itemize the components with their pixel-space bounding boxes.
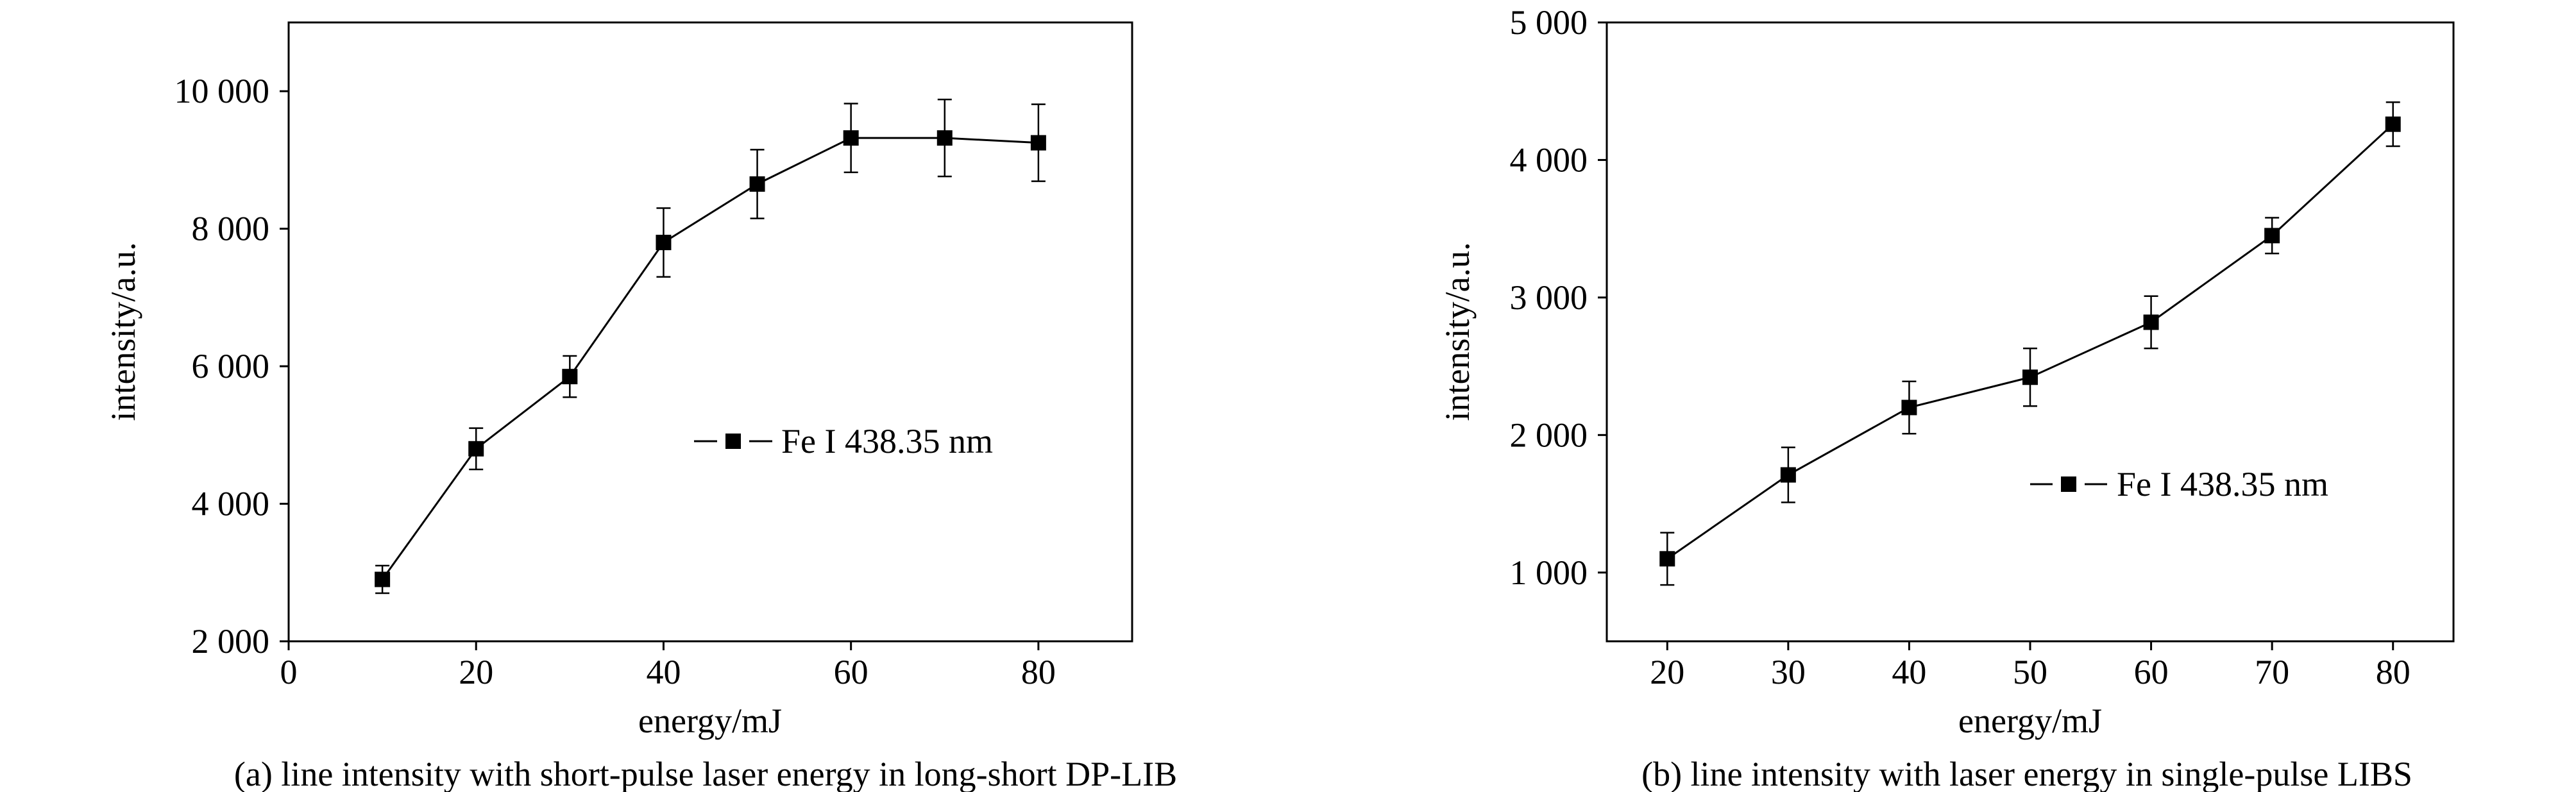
data-point — [843, 130, 859, 146]
y-tick-label: 8 000 — [192, 210, 270, 248]
data-point — [2264, 228, 2280, 244]
y-axis-ticks-b: 1 000 2 000 3 000 4 000 5 000 — [1510, 3, 1607, 592]
x-tick-label: 20 — [1650, 653, 1684, 691]
legend-marker-a — [725, 434, 741, 449]
data-point — [1780, 467, 1796, 483]
data-point — [2143, 314, 2159, 330]
x-tick-label: 60 — [2134, 653, 2169, 691]
caption-a: (a) line intensity with short-pulse lase… — [234, 755, 1177, 792]
x-tick-label: 50 — [2013, 653, 2047, 691]
plot-frame-a — [287, 21, 1133, 643]
y-axis-label-b: intensity/a.u. — [1438, 242, 1477, 421]
x-axis-label-a: energy/mJ — [638, 702, 782, 740]
legend-label-b: Fe I 438.35 nm — [2117, 465, 2328, 503]
y-tick-label: 6 000 — [192, 347, 270, 385]
data-point — [656, 235, 672, 251]
y-tick-label: 2 000 — [1510, 416, 1588, 454]
data-point — [1030, 135, 1046, 151]
y-tick-label: 3 000 — [1510, 278, 1588, 317]
data-point — [1901, 400, 1917, 416]
data-point — [1659, 551, 1675, 567]
y-tick-label: 2 000 — [192, 622, 270, 661]
x-axis-ticks-a: 0 20 40 60 80 — [280, 641, 1056, 691]
legend-label-a: Fe I 438.35 nm — [781, 422, 993, 460]
data-point — [468, 441, 484, 457]
chart-a: 0 20 40 60 80 2 000 4 000 6 000 8 000 10 000 ene… — [104, 21, 1177, 792]
x-tick-label: 70 — [2255, 653, 2289, 691]
y-axis-ticks-a: 2 000 4 000 6 000 8 000 10 000 — [174, 72, 289, 661]
legend-b: Fe I 438.35 nm — [2030, 465, 2328, 503]
x-tick-label: 20 — [459, 653, 493, 691]
legend-a: Fe I 438.35 nm — [694, 422, 993, 460]
data-point — [375, 571, 391, 587]
data-point — [936, 130, 953, 146]
series-layer-b — [1659, 101, 2401, 586]
x-tick-label: 80 — [1021, 653, 1056, 691]
y-tick-label: 4 000 — [1510, 140, 1588, 179]
caption-b: (b) line intensity with laser energy in … — [1641, 755, 2412, 792]
x-tick-label: 60 — [834, 653, 869, 691]
plot-frame-b — [1606, 21, 2455, 643]
y-tick-label: 4 000 — [192, 485, 270, 523]
x-axis-label-b: energy/mJ — [1958, 702, 2102, 740]
y-tick-label: 1 000 — [1510, 553, 1588, 592]
x-tick-label: 40 — [646, 653, 681, 691]
series-line-a — [381, 137, 1038, 580]
series-layer-a — [375, 98, 1046, 594]
legend-marker-b — [2061, 476, 2076, 492]
y-axis-label-a: intensity/a.u. — [104, 242, 142, 421]
data-point — [2385, 116, 2401, 132]
chart-b: 20 30 40 50 60 70 80 1 000 2 000 3 000 4 000 5 000… — [1438, 3, 2455, 792]
y-tick-label: 5 000 — [1510, 3, 1588, 42]
x-tick-label: 0 — [280, 653, 298, 691]
data-point — [749, 176, 765, 192]
x-tick-label: 40 — [1892, 653, 1926, 691]
x-tick-label: 80 — [2376, 653, 2411, 691]
y-tick-label: 10 000 — [174, 72, 270, 110]
x-axis-ticks-b: 20 30 40 50 60 70 80 — [1650, 641, 2411, 691]
data-point — [562, 369, 578, 385]
data-point — [2022, 369, 2038, 385]
x-tick-label: 30 — [1771, 653, 1806, 691]
